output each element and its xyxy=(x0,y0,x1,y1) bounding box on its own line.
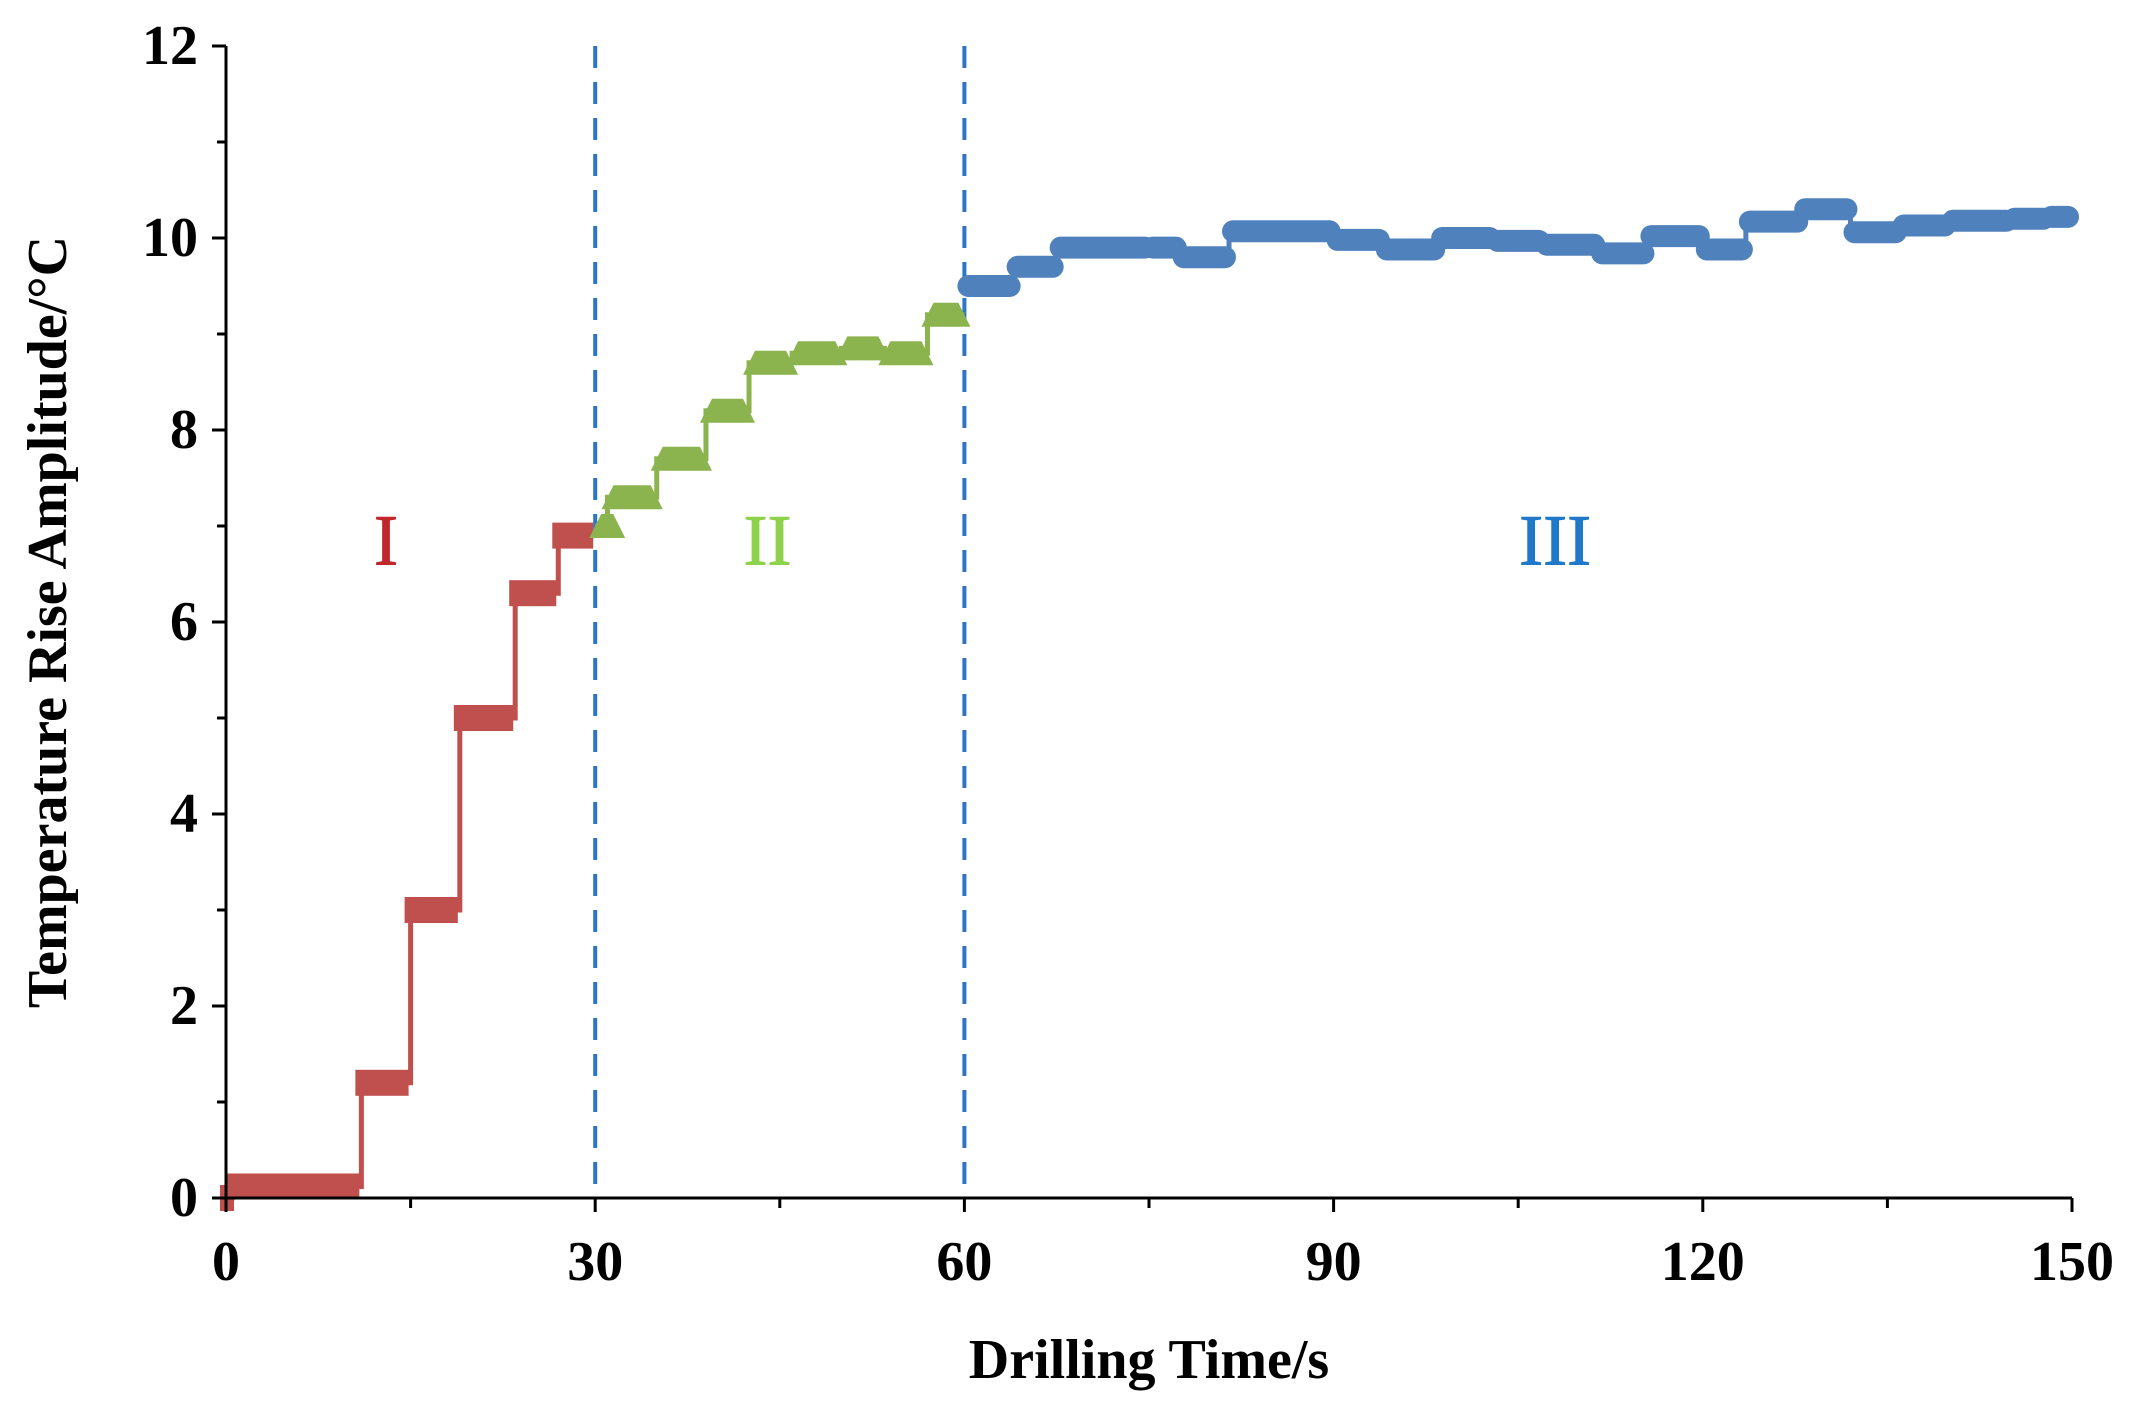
data-point-square xyxy=(509,580,557,607)
data-point-triangle xyxy=(786,341,848,366)
y-tick-label: 6 xyxy=(170,591,198,653)
stage-dividers xyxy=(593,46,967,1198)
x-tick-label: 60 xyxy=(936,1231,992,1293)
data-point-triangle xyxy=(699,398,756,423)
region-label-i: I xyxy=(374,500,398,580)
data-point-square xyxy=(226,1173,360,1200)
x-tick-label: 30 xyxy=(567,1231,623,1293)
y-tick-label: 0 xyxy=(170,1167,198,1229)
data-point-triangle xyxy=(835,336,891,361)
x-tick-label: 0 xyxy=(212,1231,240,1293)
y-axis-title: Temperature Rise Amplitude/°C xyxy=(17,236,79,1008)
series-line xyxy=(226,533,596,1201)
data-point-square xyxy=(453,705,514,731)
region-label-iii: III xyxy=(1519,500,1591,580)
data-point-square xyxy=(552,522,594,549)
x-tick-label: 90 xyxy=(1306,1231,1362,1293)
data-series xyxy=(220,198,2079,1211)
x-tick-label: 120 xyxy=(1661,1231,1745,1293)
data-point-triangle xyxy=(589,514,626,538)
x-axis-title: Drilling Time/s xyxy=(969,1329,1329,1391)
y-tick-label: 12 xyxy=(142,15,198,77)
y-tick-label: 8 xyxy=(170,399,198,461)
region-label-ii: II xyxy=(744,500,792,580)
data-point-triangle xyxy=(743,350,799,375)
y-tick-label: 10 xyxy=(142,207,198,269)
data-point-square xyxy=(404,897,458,923)
stage-region-labels: I II III xyxy=(373,500,1591,581)
series-stage-iii xyxy=(957,198,2079,297)
data-point-triangle xyxy=(650,446,712,471)
data-point-triangle xyxy=(921,302,971,327)
series-stage-ii xyxy=(589,302,971,538)
data-point-triangle xyxy=(878,341,934,366)
x-tick-label: 150 xyxy=(2030,1231,2114,1293)
series-stage-i xyxy=(220,522,596,1211)
y-tick-label: 4 xyxy=(170,783,198,845)
y-tick-label: 2 xyxy=(170,975,198,1037)
data-point-triangle xyxy=(601,485,663,510)
data-point-square xyxy=(355,1069,409,1096)
